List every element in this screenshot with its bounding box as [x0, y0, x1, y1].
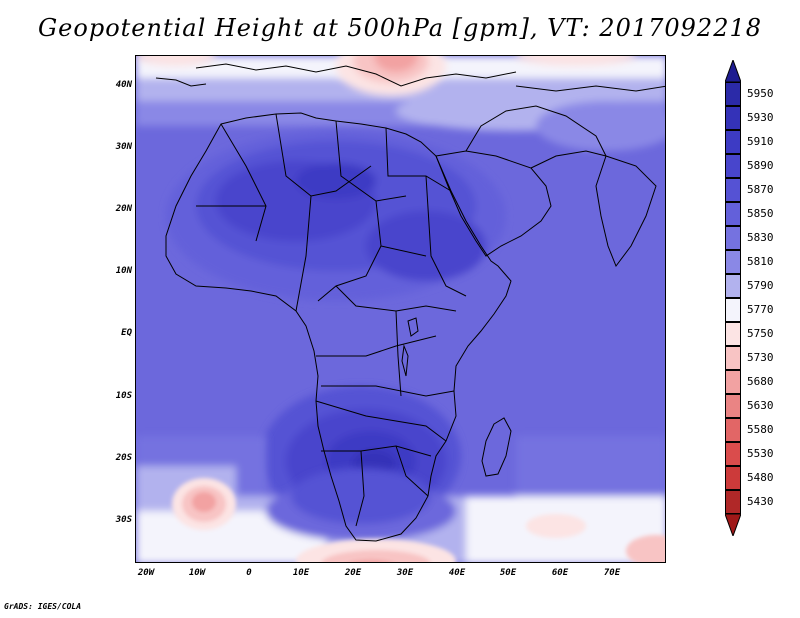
saharan-high [166, 131, 506, 301]
map-plot-area [135, 55, 666, 563]
lon-tick-label: 30E [396, 568, 414, 578]
colorbar-level-label: 5580 [747, 423, 774, 436]
colorbar-swatch [725, 202, 741, 226]
colorbar-level-label: 5770 [747, 303, 774, 316]
colorbar-swatch [725, 394, 741, 418]
colorbar-level-label: 5730 [747, 351, 774, 364]
colorbar-swatch [725, 178, 741, 202]
lat-tick-label: EQ [121, 328, 132, 338]
colorbar-level-label: 5480 [747, 471, 774, 484]
india-coastline [595, 155, 657, 268]
lon-tick-label: 20W [137, 568, 155, 578]
colorbar-level-label: 5430 [747, 495, 774, 508]
colorbar-level-label: 5930 [747, 111, 774, 124]
lon-tick-label: 40E [448, 568, 466, 578]
colorbar-level-label: 5830 [747, 231, 774, 244]
colorbar-level-label: 5750 [747, 327, 774, 340]
colorbar-top-arrow [725, 60, 741, 82]
lon-tick-label: 10W [188, 568, 206, 578]
southern-tip-low [296, 539, 456, 562]
lat-tick-label: 10S [115, 391, 132, 401]
colorbar-swatch [725, 490, 741, 514]
colorbar-level-label: 5910 [747, 135, 774, 148]
lat-tick-label: 30S [115, 515, 132, 525]
colorbar-level-label: 5630 [747, 399, 774, 412]
colorbar-swatch [725, 130, 741, 154]
coastlines [155, 63, 665, 542]
colorbar-swatch [725, 370, 741, 394]
lat-tick-label: 20S [115, 453, 132, 463]
colorbar-swatch [725, 298, 741, 322]
colorbar-bottom-arrow [725, 514, 741, 536]
europe-coastline [195, 63, 517, 87]
colorbar: 5950 5930 5910 5890 5870 5850 5830 5810 5790 5770… [725, 60, 797, 560]
colorbar-swatch [725, 346, 741, 370]
lon-tick-label: 60E [551, 568, 569, 578]
lon-tick-label: 70E [603, 568, 621, 578]
lat-tick-label: 10N [115, 266, 132, 276]
colorbar-swatch [725, 226, 741, 250]
lat-tick-label: 40N [115, 80, 132, 90]
colorbar-swatch [725, 250, 741, 274]
colorbar-swatch [725, 106, 741, 130]
colorbar-level-label: 5680 [747, 375, 774, 388]
colorbar-level-label: 5790 [747, 279, 774, 292]
figure-title: Geopotential Height at 500hPa [gpm], VT:… [38, 14, 762, 42]
arabia-coastline [435, 150, 552, 257]
lat-tick-label: 30N [115, 142, 132, 152]
colorbar-swatch [725, 418, 741, 442]
lon-tick-label: 10E [292, 568, 310, 578]
lon-tick-label: 50E [499, 568, 517, 578]
colorbar-level-label: 5850 [747, 207, 774, 220]
colorbar-level-label: 5890 [747, 159, 774, 172]
lat-tick-label: 20N [115, 204, 132, 214]
colorbar-swatch [725, 466, 741, 490]
africa-coastline [165, 112, 512, 542]
lon-tick-label: 0 [246, 568, 252, 578]
madagascar-coastline [481, 417, 512, 477]
lon-tick-label: 20E [344, 568, 362, 578]
colorbar-level-label: 5950 [747, 87, 774, 100]
colorbar-swatch [725, 322, 741, 346]
colorbar-swatch [725, 82, 741, 106]
colorbar-level-label: 5810 [747, 255, 774, 268]
software-credit: GrADS: IGES/COLA [4, 602, 82, 611]
colorbar-level-label: 5870 [747, 183, 774, 196]
colorbar-swatch [725, 154, 741, 178]
iberia-coastline [155, 77, 207, 87]
mediterranean-low [136, 56, 636, 96]
colorbar-swatch [725, 274, 741, 298]
indian-ocean-low [526, 514, 665, 562]
colorbar-swatch [725, 442, 741, 466]
south-atlantic-low [172, 478, 236, 530]
colorbar-level-label: 5530 [747, 447, 774, 460]
